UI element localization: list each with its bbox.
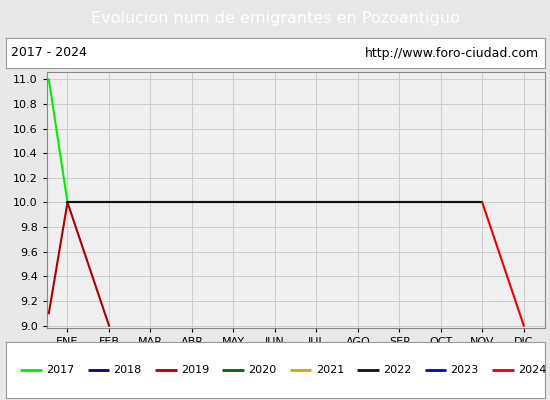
Text: 2018: 2018 [113,365,142,375]
Text: 2024: 2024 [518,365,546,375]
Text: Evolucion num de emigrantes en Pozoantiguo: Evolucion num de emigrantes en Pozoantig… [91,10,459,26]
Text: 2020: 2020 [248,365,277,375]
Text: 2017 - 2024: 2017 - 2024 [11,46,87,60]
Text: 2017: 2017 [46,365,74,375]
Text: 2023: 2023 [450,365,478,375]
Text: 2022: 2022 [383,365,411,375]
Text: 2019: 2019 [181,365,209,375]
Text: 2021: 2021 [316,365,344,375]
Text: http://www.foro-ciudad.com: http://www.foro-ciudad.com [365,46,539,60]
